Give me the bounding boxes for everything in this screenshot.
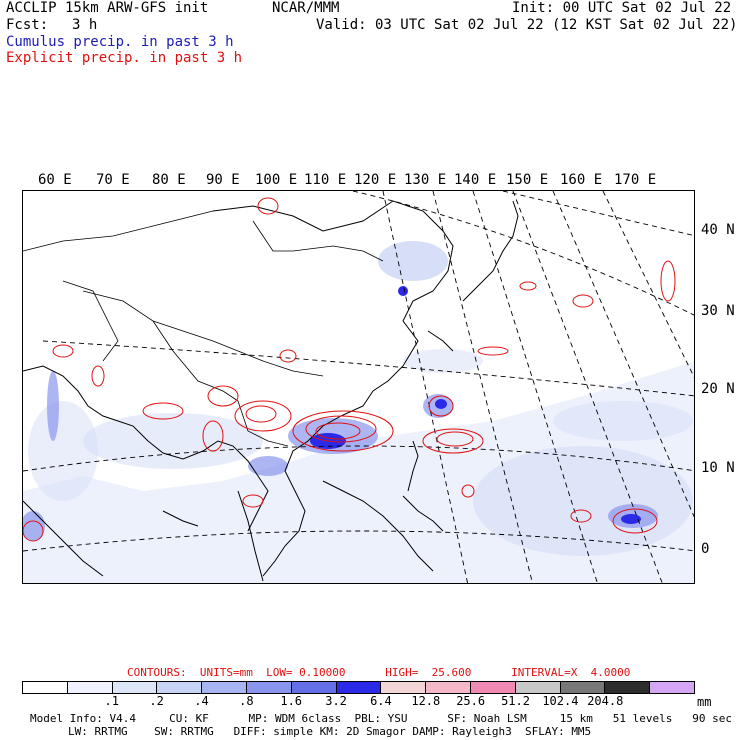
lon-label: 150 E bbox=[506, 172, 549, 188]
explicit-precip-contours bbox=[23, 197, 676, 542]
lon-label: 90 E bbox=[206, 172, 240, 188]
lon-label: 80 E bbox=[152, 172, 186, 188]
fcst-value: 3 h bbox=[72, 17, 98, 33]
colorbar-swatch bbox=[202, 682, 247, 693]
coastlines bbox=[23, 200, 519, 582]
colorbar-tick-label: 3.2 bbox=[325, 694, 347, 708]
colorbar-swatch bbox=[291, 682, 337, 693]
colorbar-tick-label: 102.4 bbox=[542, 694, 579, 708]
light-precip-field bbox=[23, 241, 694, 583]
graticule bbox=[23, 191, 694, 583]
lon-label: 100 E bbox=[255, 172, 298, 188]
colorbar-swatch bbox=[470, 682, 516, 693]
valid-time: Valid: 03 UTC Sat 02 Jul 22 (12 KST Sat … bbox=[316, 17, 738, 33]
colorbar-swatch bbox=[23, 682, 68, 693]
lat-label: 40 N bbox=[701, 222, 735, 238]
lat-label: 0 bbox=[701, 541, 710, 557]
lat-label: 10 N bbox=[701, 460, 735, 476]
colorbar-tick-label: 12.8 bbox=[411, 694, 441, 708]
fcst-label: Fcst: bbox=[6, 17, 49, 33]
colorbar-tick-label: 6.4 bbox=[370, 694, 392, 708]
model-info-line1: Model Info: V4.4 CU: KF MP: WDM 6class P… bbox=[30, 712, 732, 725]
map-canvas bbox=[23, 191, 694, 583]
contours-info: CONTOURS: UNITS=mm LOW= 0.10000 HIGH= 25… bbox=[127, 666, 631, 679]
model-title: ACCLIP 15km ARW-GFS init bbox=[6, 0, 209, 16]
lon-label: 60 E bbox=[38, 172, 72, 188]
lat-label: 30 N bbox=[701, 303, 735, 319]
explicit-legend: Explicit precip. in past 3 h bbox=[6, 50, 243, 66]
precip-map bbox=[22, 190, 695, 584]
lon-label: 120 E bbox=[354, 172, 397, 188]
lon-label: 70 E bbox=[96, 172, 130, 188]
colorbar-swatch bbox=[336, 682, 382, 693]
colorbar-tick-label: .1 bbox=[104, 694, 119, 708]
colorbar-tick-label: 1.6 bbox=[280, 694, 303, 708]
lat-label: 20 N bbox=[701, 381, 735, 397]
colorbar-swatch bbox=[381, 682, 427, 693]
colorbar-units: mm bbox=[697, 695, 712, 709]
colorbar-swatch bbox=[67, 682, 113, 693]
colorbar-swatch bbox=[246, 682, 292, 693]
colorbar-tick-label: 204.8 bbox=[587, 694, 624, 708]
country-borders bbox=[23, 210, 384, 447]
colorbar-tick-label: 25.6 bbox=[456, 694, 486, 708]
lon-label: 160 E bbox=[560, 172, 603, 188]
lon-label: 170 E bbox=[614, 172, 657, 188]
cumulus-legend: Cumulus precip. in past 3 h bbox=[6, 34, 234, 50]
colorbar-tick-label: 51.2 bbox=[501, 694, 530, 708]
color-bar bbox=[22, 681, 695, 694]
colorbar-tick-label: .8 bbox=[239, 694, 254, 708]
colorbar-swatch bbox=[112, 682, 158, 693]
model-info-line2: LW: RRTMG SW: RRTMG DIFF: simple KM: 2D … bbox=[68, 725, 592, 738]
colorbar-swatch bbox=[650, 682, 694, 693]
lon-label: 130 E bbox=[404, 172, 447, 188]
colorbar-swatch bbox=[157, 682, 203, 693]
lon-label: 110 E bbox=[304, 172, 347, 188]
lon-label: 140 E bbox=[454, 172, 497, 188]
colorbar-swatch bbox=[515, 682, 561, 693]
colorbar-swatch bbox=[605, 682, 651, 693]
init-time: Init: 00 UTC Sat 02 Jul 22 bbox=[512, 0, 732, 16]
colorbar-swatch bbox=[426, 682, 471, 693]
center-label: NCAR/MMM bbox=[272, 0, 340, 16]
colorbar-swatch bbox=[560, 682, 606, 693]
colorbar-tick-label: .4 bbox=[194, 694, 209, 708]
colorbar-tick-label: .2 bbox=[149, 694, 164, 708]
